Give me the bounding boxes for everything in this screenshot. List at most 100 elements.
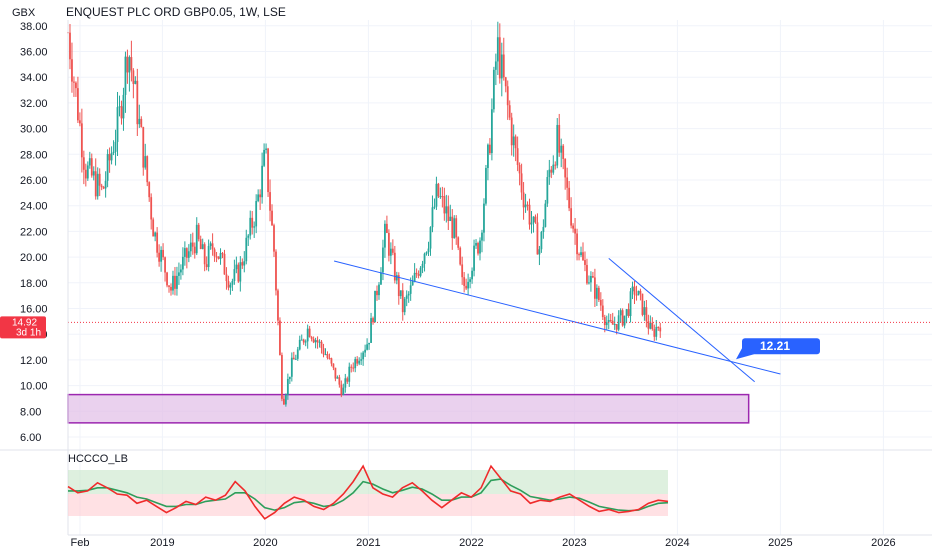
candle-body [189,242,192,252]
candle-body [526,204,529,206]
candle-body [544,203,547,227]
candle-body [459,247,462,265]
candles [67,20,662,407]
candle-body [391,248,394,253]
candle-body [449,216,452,221]
candle-body [348,366,351,382]
candle-body [288,376,291,379]
candle-body [148,182,151,198]
indicator-red-line [67,464,669,520]
candle-body [205,264,208,268]
x-tick-label: Feb [71,537,90,549]
candle-body [340,384,343,395]
candle-body [294,358,297,360]
candle-body [611,320,614,325]
candle-body [548,169,551,178]
candle-body [352,367,355,369]
candle-body [623,315,626,326]
candle-body [617,315,620,330]
candle-body [195,224,198,254]
candle-body [80,123,83,158]
candle-body [389,248,392,256]
candle-body [284,394,287,405]
x-axis: Feb 2019 2020 2021 2022 2023 2024 2025 2026 [68,534,932,549]
candle-body [506,86,509,106]
candle-body [508,105,511,118]
candle-body [558,124,561,153]
candle-body [433,206,436,208]
candle-body [185,248,188,258]
candle-body [528,204,531,225]
candle-body [372,318,374,323]
grid [68,20,932,535]
candle-body [498,37,501,79]
candle-body [350,366,353,368]
candle-body [94,171,97,197]
candle-body [657,326,660,328]
y-tick-label: 16.00 [20,304,48,316]
candle-body [609,319,612,321]
candle-body [166,272,168,286]
candle-body [572,225,574,229]
candle-body [314,340,317,343]
candle-body [599,299,602,306]
candle-body [405,295,408,299]
candle-body [126,56,129,73]
candle-body [150,197,153,220]
candle-body [395,275,398,281]
candle-body [69,32,71,60]
candle-body [469,279,471,282]
candle-body [88,158,91,166]
candle-body [443,196,446,214]
candle-body [590,276,592,283]
candle-body [570,208,573,226]
candle-body [328,357,331,359]
candle-body [354,359,357,369]
candle-body [629,291,632,317]
candle-body [108,154,111,161]
y-tick-label: 34.00 [20,72,48,84]
candle-body [566,177,569,188]
candle-body [283,398,285,405]
candle-body [330,358,333,364]
candle-body [437,183,440,197]
candle-body [197,224,200,240]
candle-body [191,242,194,247]
candle-body [471,270,473,280]
candle-body [485,168,487,204]
candle-body [174,275,176,289]
candle-body [447,206,450,221]
candle-body [631,286,634,292]
candle-body [588,282,590,284]
candle-body [156,232,159,253]
candle-body [384,223,386,248]
candle-body [269,192,271,211]
candle-body [580,252,582,256]
candle-body [536,222,539,255]
candle-body [409,285,412,294]
candle-body [102,187,105,189]
candle-body [73,81,75,83]
candle-body [465,285,468,289]
candle-body [615,324,618,330]
candle-body [273,225,275,252]
y-axis: 38.00 36.00 34.00 32.00 30.00 28.00 26.00 24.00… [20,20,69,535]
candle-body [393,252,396,281]
candle-body [538,249,541,255]
candle-body [481,232,483,241]
candle-body [243,261,246,266]
candle-body [112,151,115,154]
candle-body [221,253,224,255]
candle-body [106,154,109,181]
candle-body [494,61,497,70]
candle-body [306,328,309,342]
candle-body [356,359,359,364]
candle-body [120,106,123,119]
candle-body [336,377,339,379]
candle-body [255,201,258,227]
candle-body [344,378,347,388]
candle-body [267,148,269,193]
candle-body [235,264,238,270]
candle-body [136,80,139,125]
